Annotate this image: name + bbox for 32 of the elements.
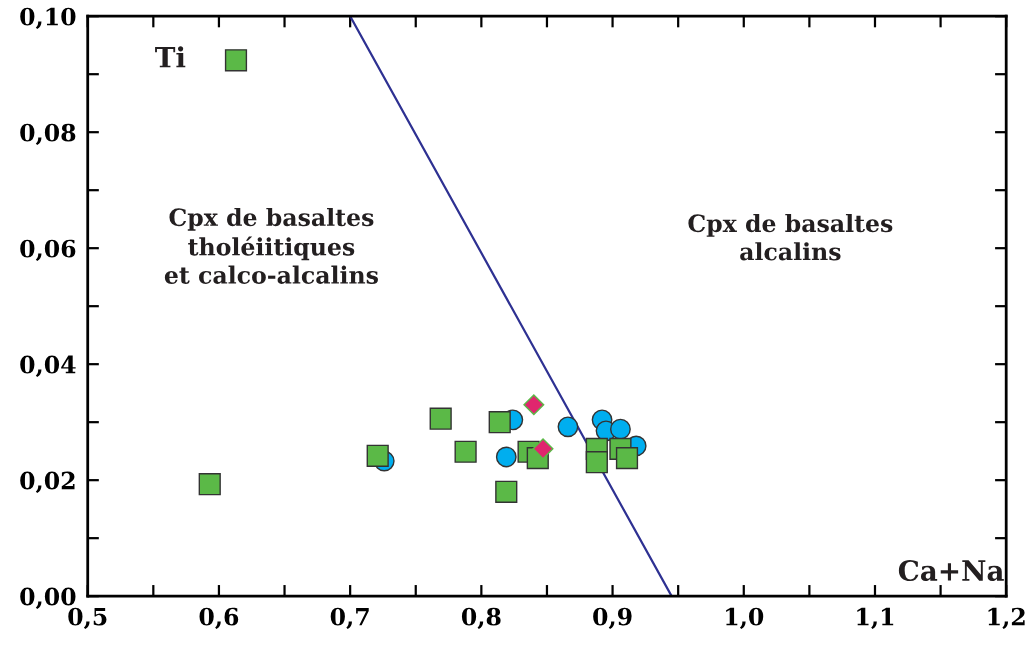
y-tick-label: 0,00 — [20, 587, 76, 610]
point — [523, 394, 545, 416]
y-tick-label: 0,06 — [20, 239, 76, 262]
point — [495, 480, 518, 503]
point — [224, 49, 248, 72]
point — [615, 447, 639, 470]
x-tick-label: 1,0 — [726, 607, 764, 630]
point — [366, 444, 389, 467]
y-tick-label: 0,08 — [20, 123, 76, 146]
point — [454, 440, 477, 463]
x-axis-title: Ca+Na — [898, 560, 1004, 582]
point — [557, 416, 579, 438]
x-tick-label: 0,7 — [330, 607, 369, 630]
x-tick-label: 0,8 — [461, 607, 501, 630]
x-tick-label: 1,1 — [857, 607, 894, 630]
x-tick-label: 0,6 — [199, 607, 239, 630]
point — [488, 411, 511, 434]
x-tick-label: 0,9 — [593, 607, 632, 630]
x-tick-label: 0,5 — [68, 607, 107, 630]
point — [198, 473, 221, 496]
point — [532, 438, 554, 460]
point — [610, 418, 631, 440]
x-tick-label: 1,2 — [988, 607, 1025, 630]
point — [585, 451, 608, 474]
y-tick-label: 0,04 — [20, 355, 76, 378]
y-tick-label: 0,02 — [20, 471, 75, 494]
y-tick-label: 0,10 — [20, 7, 76, 30]
point — [495, 446, 517, 468]
point — [429, 407, 452, 430]
y-axis-title: Ti — [155, 46, 186, 68]
annotation: Cpx de basaltes tholéiitiques et calco-alcalins — [164, 207, 378, 284]
annotation: Cpx de basaltes alcalins — [688, 213, 893, 261]
